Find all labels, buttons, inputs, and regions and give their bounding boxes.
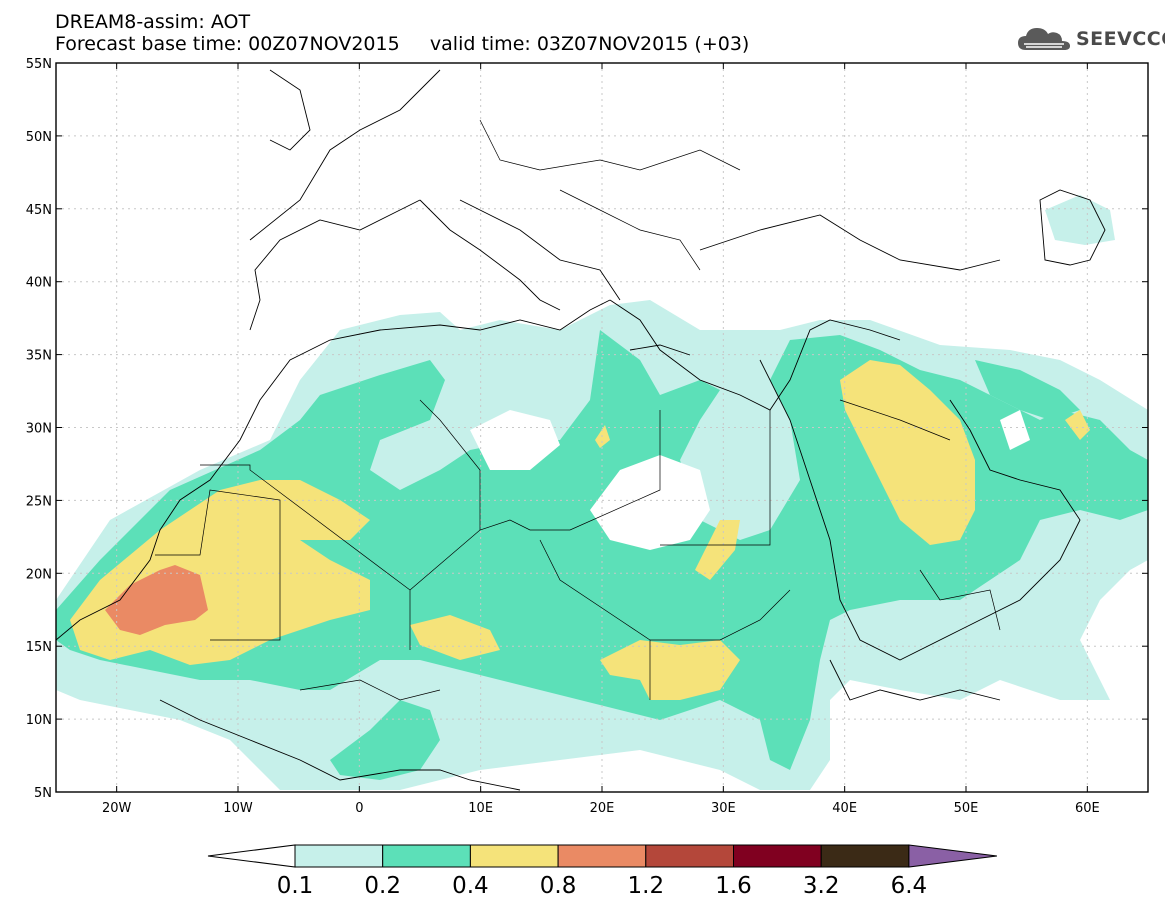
colorbar-swatch [469,844,559,868]
colorbar-max-arrow [908,844,997,868]
latitude-labels: 55N 50N 45N 40N 35N 30N 25N 20N 15N 10N 5N [26,57,52,801]
lon-label: 60E [1075,801,1100,816]
cloud-icon [1018,28,1070,50]
colorbar: 0.1 0.2 0.4 0.8 1.2 1.6 3.2 6.4 [207,844,997,899]
map-subtitle: Forecast base time: 00Z07NOV2015 valid t… [55,33,749,55]
lat-label: 30N [26,422,52,437]
lon-label: 20E [590,801,615,816]
lat-label: 40N [26,276,52,291]
lon-label: 10W [223,801,253,816]
aot-yellow-iraq [840,360,975,545]
lon-label: 30E [711,801,736,816]
lat-label: 50N [26,130,52,145]
colorbar-swatch [733,844,822,868]
aot-light-caspian [1045,195,1115,245]
colorbar-swatch [382,844,471,868]
colorbar-min-arrow [207,844,296,868]
aot-yellow-egypt [695,520,740,580]
longitude-labels: 20W 10W 0 10E 20E 30E 40E 50E 60E [102,801,1100,816]
colorbar-label: 0.8 [540,873,577,899]
lat-label: 35N [26,349,52,364]
map-title: DREAM8-assim: AOT [55,11,251,33]
aot-yellow-chad [600,640,740,700]
seevccc-logo: SEEVCCC [1016,24,1165,54]
base-time: Forecast base time: 00Z07NOV2015 [55,33,400,55]
colorbar-swatch [557,844,647,868]
graticule [56,63,1148,792]
valid-time: valid time: 03Z07NOV2015 (+03) [429,33,750,55]
lat-label: 55N [26,57,52,72]
lon-label: 0 [355,801,363,816]
colorbar-label: 1.2 [628,873,665,899]
lon-label: 20W [102,801,132,816]
lat-label: 10N [26,713,52,728]
colorbar-label: 3.2 [803,873,840,899]
lon-label: 10E [468,801,493,816]
aot-yellow-niger [410,615,500,660]
axis-ticks [56,62,1148,793]
colorbar-label: 0.4 [452,873,489,899]
lat-label: 45N [26,203,52,218]
aot-clear-iran [1000,410,1030,450]
aot-field [56,63,1148,792]
colorbar-label: 1.6 [715,873,752,899]
colorbar-swatch [820,844,910,868]
lat-label: 20N [26,567,52,582]
lon-label: 40E [832,801,857,816]
colorbar-label: 0.2 [364,873,401,899]
aot-green-iran [975,360,1080,420]
colorbar-label: 0.1 [277,873,314,899]
lat-label: 25N [26,494,52,509]
aot-green-gulf-guinea [330,700,440,780]
aot-orange-mauritania [105,565,208,635]
aot-clear-algeria [470,410,560,470]
logo-text: SEEVCCC [1076,28,1165,50]
colorbar-label: 6.4 [891,873,928,899]
colorbar-swatch [294,844,384,868]
aot-yellow-iran [1065,410,1090,440]
lon-label: 50E [954,801,979,816]
country-borders [155,119,1001,701]
colorbar-swatch [645,844,734,868]
aot-clear-libya [590,455,710,550]
lat-label: 15N [26,640,52,655]
lat-label: 5N [34,786,52,801]
